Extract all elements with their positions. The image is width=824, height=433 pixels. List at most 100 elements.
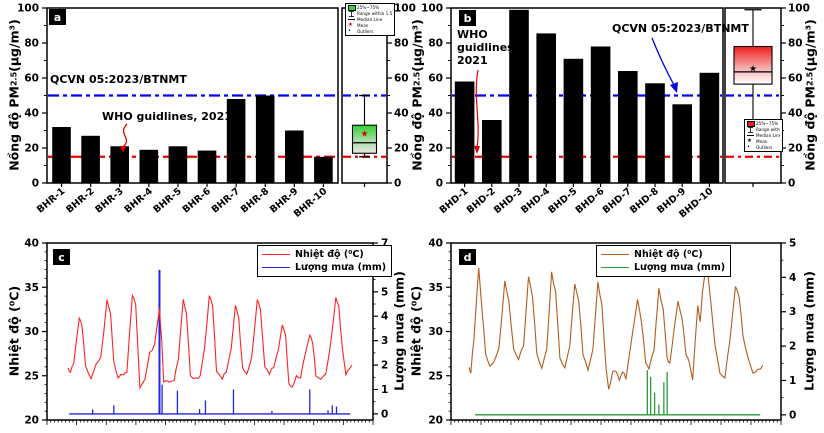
legend-label: Range within 1.5IQR bbox=[756, 127, 780, 133]
box-fill-icon bbox=[348, 5, 357, 11]
y-tick-label: 3 bbox=[789, 306, 796, 318]
legend-row: Nhiệt độ (⁰C) bbox=[601, 248, 725, 261]
y-tick-label: 40 bbox=[428, 108, 443, 120]
x-tick-label: BHR-10 bbox=[292, 186, 330, 220]
panel-b-ylabel-right: Nồng độ PM 2.5 (µg/m³) bbox=[802, 8, 818, 183]
y-tick-label: 30 bbox=[428, 326, 443, 338]
temperature-line bbox=[67, 293, 353, 390]
y-tick-label: 7 bbox=[381, 238, 388, 250]
bar bbox=[509, 9, 529, 184]
bar bbox=[314, 156, 333, 184]
y-tick-label: 5 bbox=[789, 238, 796, 250]
boxplot-legend-b: 25%~75% Range within 1.5IQR Median Line … bbox=[744, 119, 783, 152]
y-tick-label: 80 bbox=[394, 38, 409, 50]
bar bbox=[563, 58, 584, 184]
box-fill-icon bbox=[747, 121, 756, 127]
y-tick-label: 40 bbox=[428, 238, 443, 250]
qcvn-arrow-icon bbox=[651, 37, 678, 93]
outlier-icon: • bbox=[747, 144, 750, 150]
bar bbox=[197, 150, 217, 183]
panel-d-legend: Nhiệt độ (⁰C) Lượng mưa (mm) bbox=[596, 245, 732, 277]
y-tick-label: 80 bbox=[24, 38, 39, 50]
y-tick-label: 0 bbox=[788, 178, 795, 190]
legend-row: ★ Mean bbox=[747, 138, 780, 144]
y-tick-label: 0 bbox=[436, 178, 443, 190]
panel-c-ylabel-left: Nhiệt độ (⁰C) bbox=[6, 285, 21, 377]
y-tick-label: 0 bbox=[789, 409, 796, 421]
y-tick-label: 20 bbox=[428, 143, 443, 155]
legend-row: ★ Mean bbox=[348, 22, 392, 28]
panel-b-qcvn-label: QCVN 05:2023/BTNMT bbox=[612, 22, 749, 35]
bar bbox=[168, 146, 188, 184]
ylabel-sub: 2.5 bbox=[805, 71, 814, 87]
legend-row: Range within 1.5IQR bbox=[348, 10, 392, 17]
y-tick-label: 40 bbox=[394, 108, 409, 120]
legend-label: Mean bbox=[357, 22, 369, 28]
panel-c-legend: Nhiệt độ (⁰C) Lượng mưa (mm) bbox=[257, 245, 393, 277]
x-tick-label: BHR-4 bbox=[122, 186, 155, 216]
y-tick-label: 60 bbox=[428, 73, 443, 85]
bar bbox=[672, 104, 692, 183]
mean-star-icon: ★ bbox=[348, 22, 353, 28]
x-tick-label: BHR-3 bbox=[93, 186, 125, 216]
x-tick-label: BHR-2 bbox=[64, 186, 96, 216]
legend-row: • Outliers bbox=[747, 144, 780, 150]
legend-row: Lượng mưa (mm) bbox=[601, 261, 725, 274]
mean-star-icon: ★ bbox=[747, 138, 752, 144]
bar bbox=[645, 83, 665, 183]
y-tick-label: 1 bbox=[381, 384, 388, 396]
x-tick-label: BHD-3 bbox=[492, 186, 525, 216]
y-tick-label: 2 bbox=[789, 341, 796, 353]
y-tick-label: 4 bbox=[381, 311, 388, 323]
ylabel-text: Nồng độ PM bbox=[802, 86, 817, 171]
mean-star: ★ bbox=[749, 65, 757, 75]
x-tick-label: BHD-6 bbox=[574, 186, 607, 216]
legend-label: Mean bbox=[756, 138, 768, 144]
y-tick-label: 100 bbox=[394, 3, 416, 15]
y-tick-label: 80 bbox=[788, 38, 803, 50]
y-tick-label: 0 bbox=[32, 178, 39, 190]
y-tick-label: 3 bbox=[381, 335, 388, 347]
x-tick-label: BHD-8 bbox=[628, 186, 661, 216]
panel-a-letter: a bbox=[49, 9, 66, 25]
legend-label: Median Line bbox=[756, 132, 780, 138]
legend-label: Nhiệt độ (⁰C) bbox=[634, 249, 703, 260]
x-tick-label: BHD-4 bbox=[519, 186, 552, 216]
x-tick-label: BHR-1 bbox=[35, 186, 67, 216]
x-tick-label: BHR-5 bbox=[152, 186, 184, 216]
legend-row: Median Line bbox=[747, 133, 780, 139]
bar bbox=[139, 149, 159, 184]
x-tick-label: BHR-7 bbox=[210, 186, 242, 216]
panel-d-ylabel-left: Nhiệt độ (⁰C) bbox=[408, 285, 423, 377]
box bbox=[733, 45, 773, 85]
ylabel-units: (µg/m³) bbox=[409, 19, 424, 72]
panel-a-who-label: WHO guidlines, 2021 bbox=[102, 110, 232, 123]
bar bbox=[110, 146, 129, 184]
bar bbox=[81, 135, 100, 184]
y-tick-label: 25 bbox=[428, 370, 443, 382]
legend-label: 25%~75% bbox=[357, 5, 380, 11]
ylabel-text: Nồng độ PM bbox=[6, 86, 21, 171]
y-tick-label: 60 bbox=[394, 73, 409, 85]
y-tick-label: 30 bbox=[24, 326, 39, 338]
panel-c: 202530354001234567 bbox=[24, 238, 388, 427]
y-tick-label: 20 bbox=[24, 415, 39, 427]
legend-label: 25%~75% bbox=[756, 121, 779, 127]
panel-d-letter: d bbox=[459, 249, 476, 265]
y-tick-label: 100 bbox=[788, 3, 810, 15]
legend-row: 25%~75% bbox=[747, 121, 780, 127]
y-tick-label: 20 bbox=[24, 143, 39, 155]
y-tick-label: 2 bbox=[381, 360, 388, 372]
legend-row: Range within 1.5IQR bbox=[747, 126, 780, 133]
legend-row: Nhiệt độ (⁰C) bbox=[262, 248, 386, 261]
y-tick-label: 0 bbox=[394, 178, 401, 190]
y-tick-label: 0 bbox=[381, 408, 388, 420]
y-tick-label: 35 bbox=[428, 282, 443, 294]
temp-line-icon bbox=[262, 254, 290, 255]
y-tick-label: 5 bbox=[381, 286, 388, 298]
y-tick-label: 25 bbox=[24, 370, 39, 382]
temp-line-icon bbox=[601, 254, 629, 255]
bar bbox=[226, 99, 246, 183]
boxplot-legend-a: 25%~75% Range within 1.5IQR Median Line … bbox=[345, 3, 395, 36]
legend-row: • Outliers bbox=[348, 28, 392, 34]
